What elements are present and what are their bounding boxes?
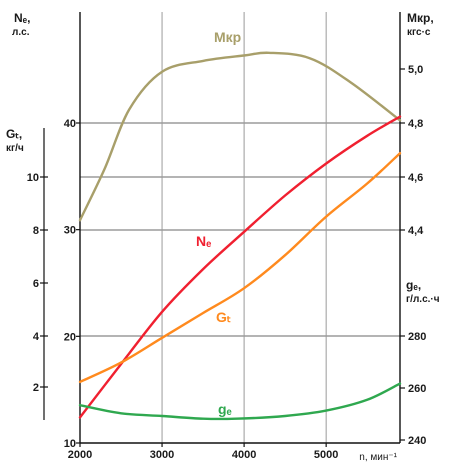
svg-text:Mкр,: Mкр, — [407, 11, 434, 25]
svg-text:кгс·с: кгс·с — [407, 27, 431, 38]
svg-text:кг/ч: кг/ч — [6, 143, 24, 154]
series-line-ge — [78, 382, 402, 421]
ge-tick-label: 240 — [408, 435, 426, 447]
series-labels: Mкр Nₑ Gₜ gₑ — [196, 29, 241, 417]
series-lines — [78, 51, 402, 421]
mkr-tick-label: 4,4 — [408, 225, 424, 237]
series-label-mkr: Mкр — [214, 29, 241, 45]
x-tick-label: 3000 — [150, 449, 174, 461]
tick-labels: 10 20 30 40 2 4 6 8 10 4,4 4,6 4,8 5,0 240 260 280 2000 3… — [27, 64, 427, 461]
gt-tick-label: 6 — [33, 278, 39, 290]
mkr-tick-label: 4,6 — [408, 172, 423, 184]
x-axis-title: n, мин⁻¹ — [359, 452, 397, 463]
series-line-ne — [78, 115, 402, 419]
gt-tick-label: 10 — [27, 172, 39, 184]
ge-tick-label: 280 — [408, 331, 426, 343]
grid — [80, 12, 400, 443]
x-tick-label: 5000 — [314, 449, 338, 461]
gt-tick-label: 2 — [33, 382, 39, 394]
mkr-tick-label: 4,8 — [408, 118, 423, 130]
svg-text:г/л.с.·ч: г/л.с.·ч — [406, 294, 440, 305]
svg-text:Nₑ,: Nₑ, — [14, 11, 31, 25]
x-tick-label: 2000 — [68, 449, 92, 461]
ge-tick-label: 260 — [408, 383, 426, 395]
series-line-gt — [78, 152, 402, 384]
ne-axis-title: Nₑ, л.с. — [12, 11, 31, 38]
mkr-axis-title: Mкр, кгс·с — [407, 11, 434, 38]
ne-tick-label: 40 — [64, 118, 76, 130]
gt-tick-label: 8 — [33, 225, 39, 237]
gt-axis-title: Gₜ, кг/ч — [6, 127, 24, 154]
series-label-ge: gₑ — [218, 401, 232, 417]
series-label-ne: Nₑ — [196, 233, 211, 249]
series-label-gt: Gₜ — [216, 309, 231, 325]
svg-text:gₑ,: gₑ, — [406, 278, 421, 292]
ne-tick-label: 20 — [64, 331, 76, 343]
ge-axis-title: gₑ, г/л.с.·ч — [406, 278, 440, 305]
x-tick-label: 4000 — [232, 449, 256, 461]
mkr-tick-label: 5,0 — [408, 64, 423, 76]
series-line-mkr — [78, 51, 402, 222]
gt-tick-label: 4 — [33, 331, 40, 343]
svg-text:л.с.: л.с. — [12, 27, 30, 38]
ne-tick-label: 10 — [64, 438, 76, 450]
svg-text:Gₜ,: Gₜ, — [6, 127, 22, 141]
ne-tick-label: 30 — [64, 225, 76, 237]
